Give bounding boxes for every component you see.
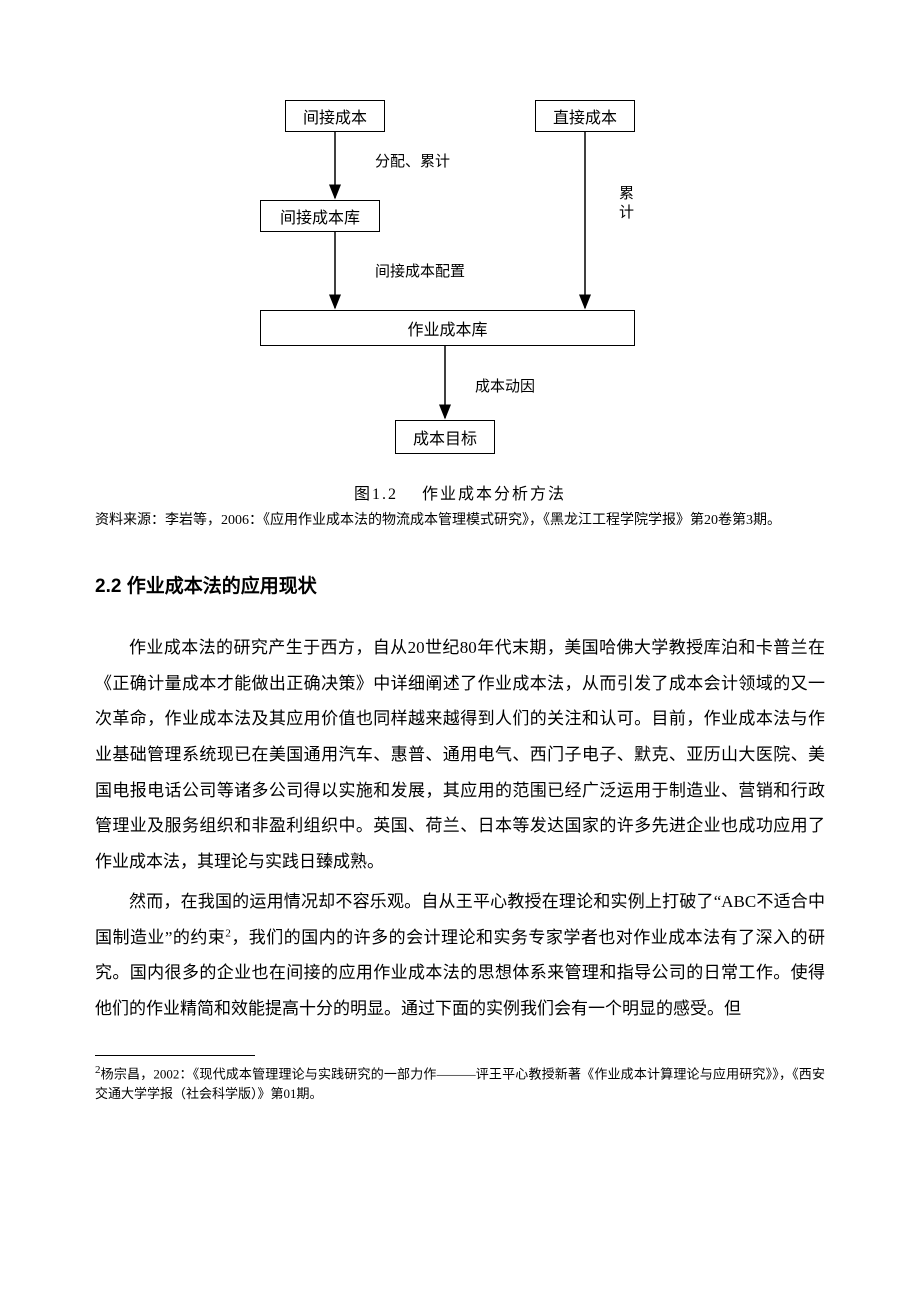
footnote-separator [95,1055,255,1056]
footnote-2: 2杨宗昌，2002：《现代成本管理理论与实践研究的一部力作———评王平心教授新著… [95,1062,825,1105]
footnote-text: 杨宗昌，2002：《现代成本管理理论与实践研究的一部力作———评王平心教授新著《… [95,1066,825,1101]
flowchart-diagram: 间接成本 直接成本 间接成本库 作业成本库 成本目标 分配、累计 累计 间接成本… [200,100,720,460]
node-direct-cost: 直接成本 [535,100,635,132]
section-heading: 2.2 作业成本法的应用现状 [95,571,825,598]
source-text: 李岩等，2006：《应用作业成本法的物流成本管理模式研究》，《黑龙江工程学院学报… [165,513,781,528]
source-prefix: 资料来源： [95,513,165,528]
edge-label-allocate: 分配、累计 [375,150,450,171]
paragraph-2: 然而，在我国的运用情况却不容乐观。自从王平心教授在理论和实例上打破了“ABC不适… [95,884,825,1027]
edge-label-cost-driver: 成本动因 [475,375,535,396]
node-cost-object: 成本目标 [395,420,495,454]
figure-caption: 图1.2 作业成本分析方法 [95,480,825,504]
node-indirect-cost: 间接成本 [285,100,385,132]
node-indirect-pool: 间接成本库 [260,200,380,232]
edge-label-indirect-alloc: 间接成本配置 [375,260,465,281]
figure-title: 作业成本分析方法 [422,486,566,503]
paragraph-1: 作业成本法的研究产生于西方，自从20世纪80年代末期，美国哈佛大学教授库泊和卡普… [95,630,825,880]
page-content: 间接成本 直接成本 间接成本库 作业成本库 成本目标 分配、累计 累计 间接成本… [0,0,920,1164]
edge-label-accumulate: 累计 [615,185,636,223]
figure-source: 资料来源：李岩等，2006：《应用作业成本法的物流成本管理模式研究》，《黑龙江工… [95,510,825,531]
section-number: 2.2 [95,576,121,597]
figure-number: 图1.2 [354,486,398,503]
section-title: 作业成本法的应用现状 [127,576,317,597]
node-activity-pool: 作业成本库 [260,310,635,346]
